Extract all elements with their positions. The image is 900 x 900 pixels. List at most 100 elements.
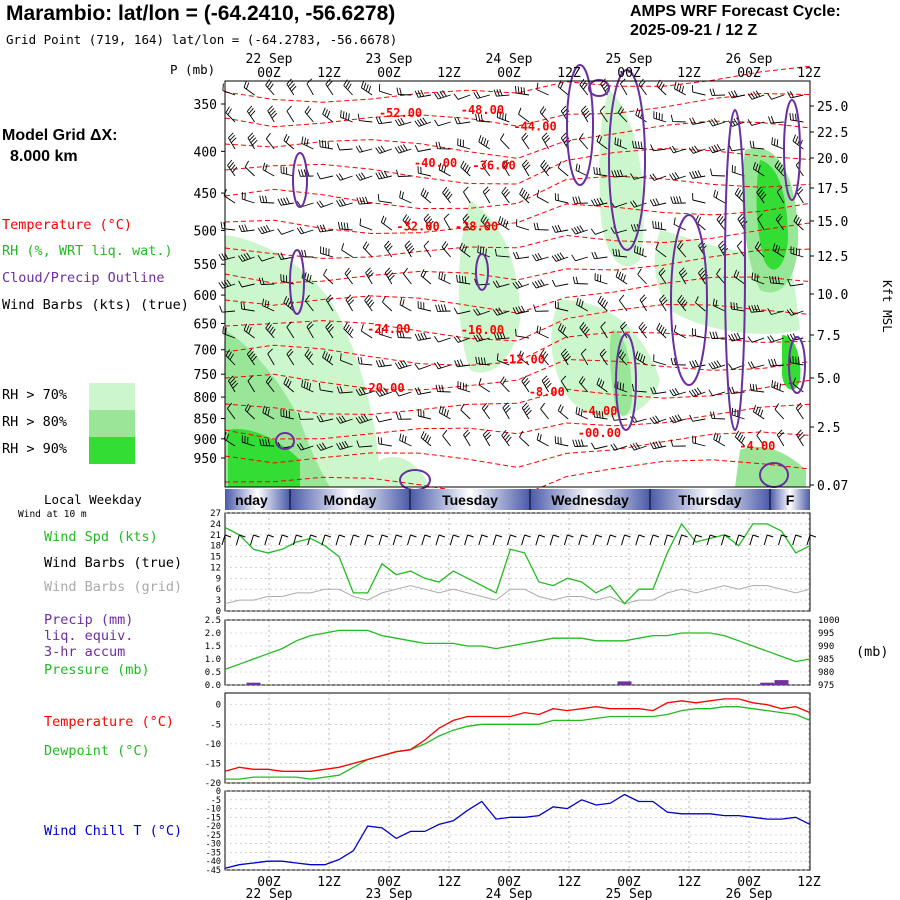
wind-barb	[579, 321, 590, 339]
wind-barb	[265, 132, 275, 150]
pressure-tick-label: 1000	[818, 616, 840, 626]
wind-barb	[403, 267, 412, 285]
wind-chill-line	[224, 793, 811, 869]
wind-barb	[730, 302, 745, 312]
weekday-bar: nday Monday Tuesday Wednesday Thursday F	[225, 489, 810, 510]
chill-tick-label: -25	[206, 831, 221, 841]
chill-tick-label: -30	[206, 840, 221, 850]
wind-barb	[356, 440, 373, 448]
kft-tick-label: 20.0	[817, 152, 848, 167]
wind-tick-label: 3	[216, 596, 221, 606]
wind-barb	[325, 78, 334, 96]
wind-barb-10m	[492, 534, 503, 546]
wind-barb	[512, 251, 530, 260]
wind-barb	[599, 105, 608, 123]
pressure-tick-label: 995	[818, 629, 834, 639]
wind-barb	[238, 252, 255, 262]
precip-bar	[760, 682, 775, 685]
wind-barb	[580, 348, 589, 366]
wind-barb	[502, 159, 510, 177]
chill-tick-label: -35	[206, 848, 221, 858]
wind-barb	[656, 79, 667, 96]
wind-barb	[670, 196, 686, 204]
wind-barb	[441, 241, 451, 258]
wind-barb	[453, 93, 471, 100]
wind-barb	[713, 432, 726, 447]
wind-barb	[320, 246, 334, 258]
wind-barb-10m	[464, 534, 474, 546]
wind-barb	[789, 355, 804, 366]
wind-barb	[384, 267, 395, 285]
wind-barb	[612, 248, 628, 258]
temperature-contour	[224, 304, 811, 342]
wind-barb	[357, 356, 373, 366]
temperature-label: -12.00	[502, 353, 545, 367]
wind-barb	[396, 87, 412, 96]
bottom-hour-label: 12Z	[677, 875, 701, 890]
chill-tick-label: -20	[206, 822, 221, 832]
wind-barb	[316, 414, 334, 423]
wind-barb	[316, 200, 334, 208]
wind-barb	[257, 254, 275, 262]
wind-barb	[653, 111, 667, 123]
wind-barb	[322, 350, 334, 366]
wind-barb-10m	[278, 534, 289, 546]
wind-barb	[734, 430, 746, 447]
wind-barb	[241, 435, 255, 447]
wind-barb	[733, 269, 745, 285]
wind-barb	[238, 224, 255, 233]
wind-barb	[787, 90, 804, 99]
rh-shade-rh70	[370, 456, 430, 487]
wind-barb	[771, 380, 784, 393]
weekday-cell	[410, 489, 530, 510]
p-tick-label: 600	[194, 289, 217, 304]
wind-barb-10m	[606, 534, 617, 546]
legend-wind: Wind Barbs (kts) (true)	[2, 297, 189, 313]
temp-dewpoint-panel: 0 -5 -10 -15 -20	[205, 692, 811, 789]
wind-barb	[617, 106, 628, 123]
temperature-contour	[224, 147, 811, 185]
wind-tick-label: 21	[210, 531, 221, 541]
wind-barb	[481, 159, 491, 177]
top-hour-label: 00Z	[377, 66, 401, 81]
wind-barb	[541, 375, 552, 393]
wind-barb	[728, 90, 745, 99]
wind-barb	[708, 118, 726, 127]
wind-barb-10m	[778, 534, 788, 546]
wind-barb	[572, 439, 588, 447]
wind-barb	[500, 133, 510, 150]
p-tick-label: 950	[194, 452, 217, 467]
wind-barb	[541, 132, 551, 150]
wind-barb	[493, 331, 510, 340]
wind-barb	[356, 196, 373, 205]
bottom-date-label: 22 Sep	[246, 887, 293, 900]
wind-barb	[669, 145, 686, 154]
wind-barb	[456, 274, 471, 285]
precip-tick-label: 1.0	[205, 655, 221, 665]
wind-barb	[423, 213, 434, 231]
grid-point-info: Grid Point (719, 164) lat/lon = (-64.278…	[6, 32, 398, 47]
wind-barb	[414, 145, 432, 152]
wind-barb-10m	[478, 534, 488, 546]
temperature-contour	[224, 92, 811, 128]
wind-barb	[593, 410, 608, 420]
chill-tick-label: -5	[211, 796, 221, 806]
rh-shade-rh90	[782, 335, 801, 390]
wind-barb	[659, 294, 668, 312]
weekday-name: Monday	[324, 492, 377, 508]
wind-barb	[325, 294, 334, 312]
weekday-name: Wednesday	[551, 492, 629, 508]
p-tick-label: 650	[194, 317, 217, 332]
wind-barb	[247, 375, 255, 393]
pressure-tick-label: 985	[818, 655, 834, 665]
wind-barb	[579, 78, 589, 96]
temperature-contour	[224, 202, 811, 235]
p-tick-label: 850	[194, 413, 217, 428]
wind-barb	[375, 359, 392, 368]
wind-barb	[572, 196, 588, 204]
wind-barb	[518, 107, 530, 123]
temp-tick-label: -5	[210, 720, 221, 730]
wind-barb	[355, 414, 373, 424]
temperature-contour	[224, 65, 811, 103]
wind-barb	[580, 105, 591, 123]
